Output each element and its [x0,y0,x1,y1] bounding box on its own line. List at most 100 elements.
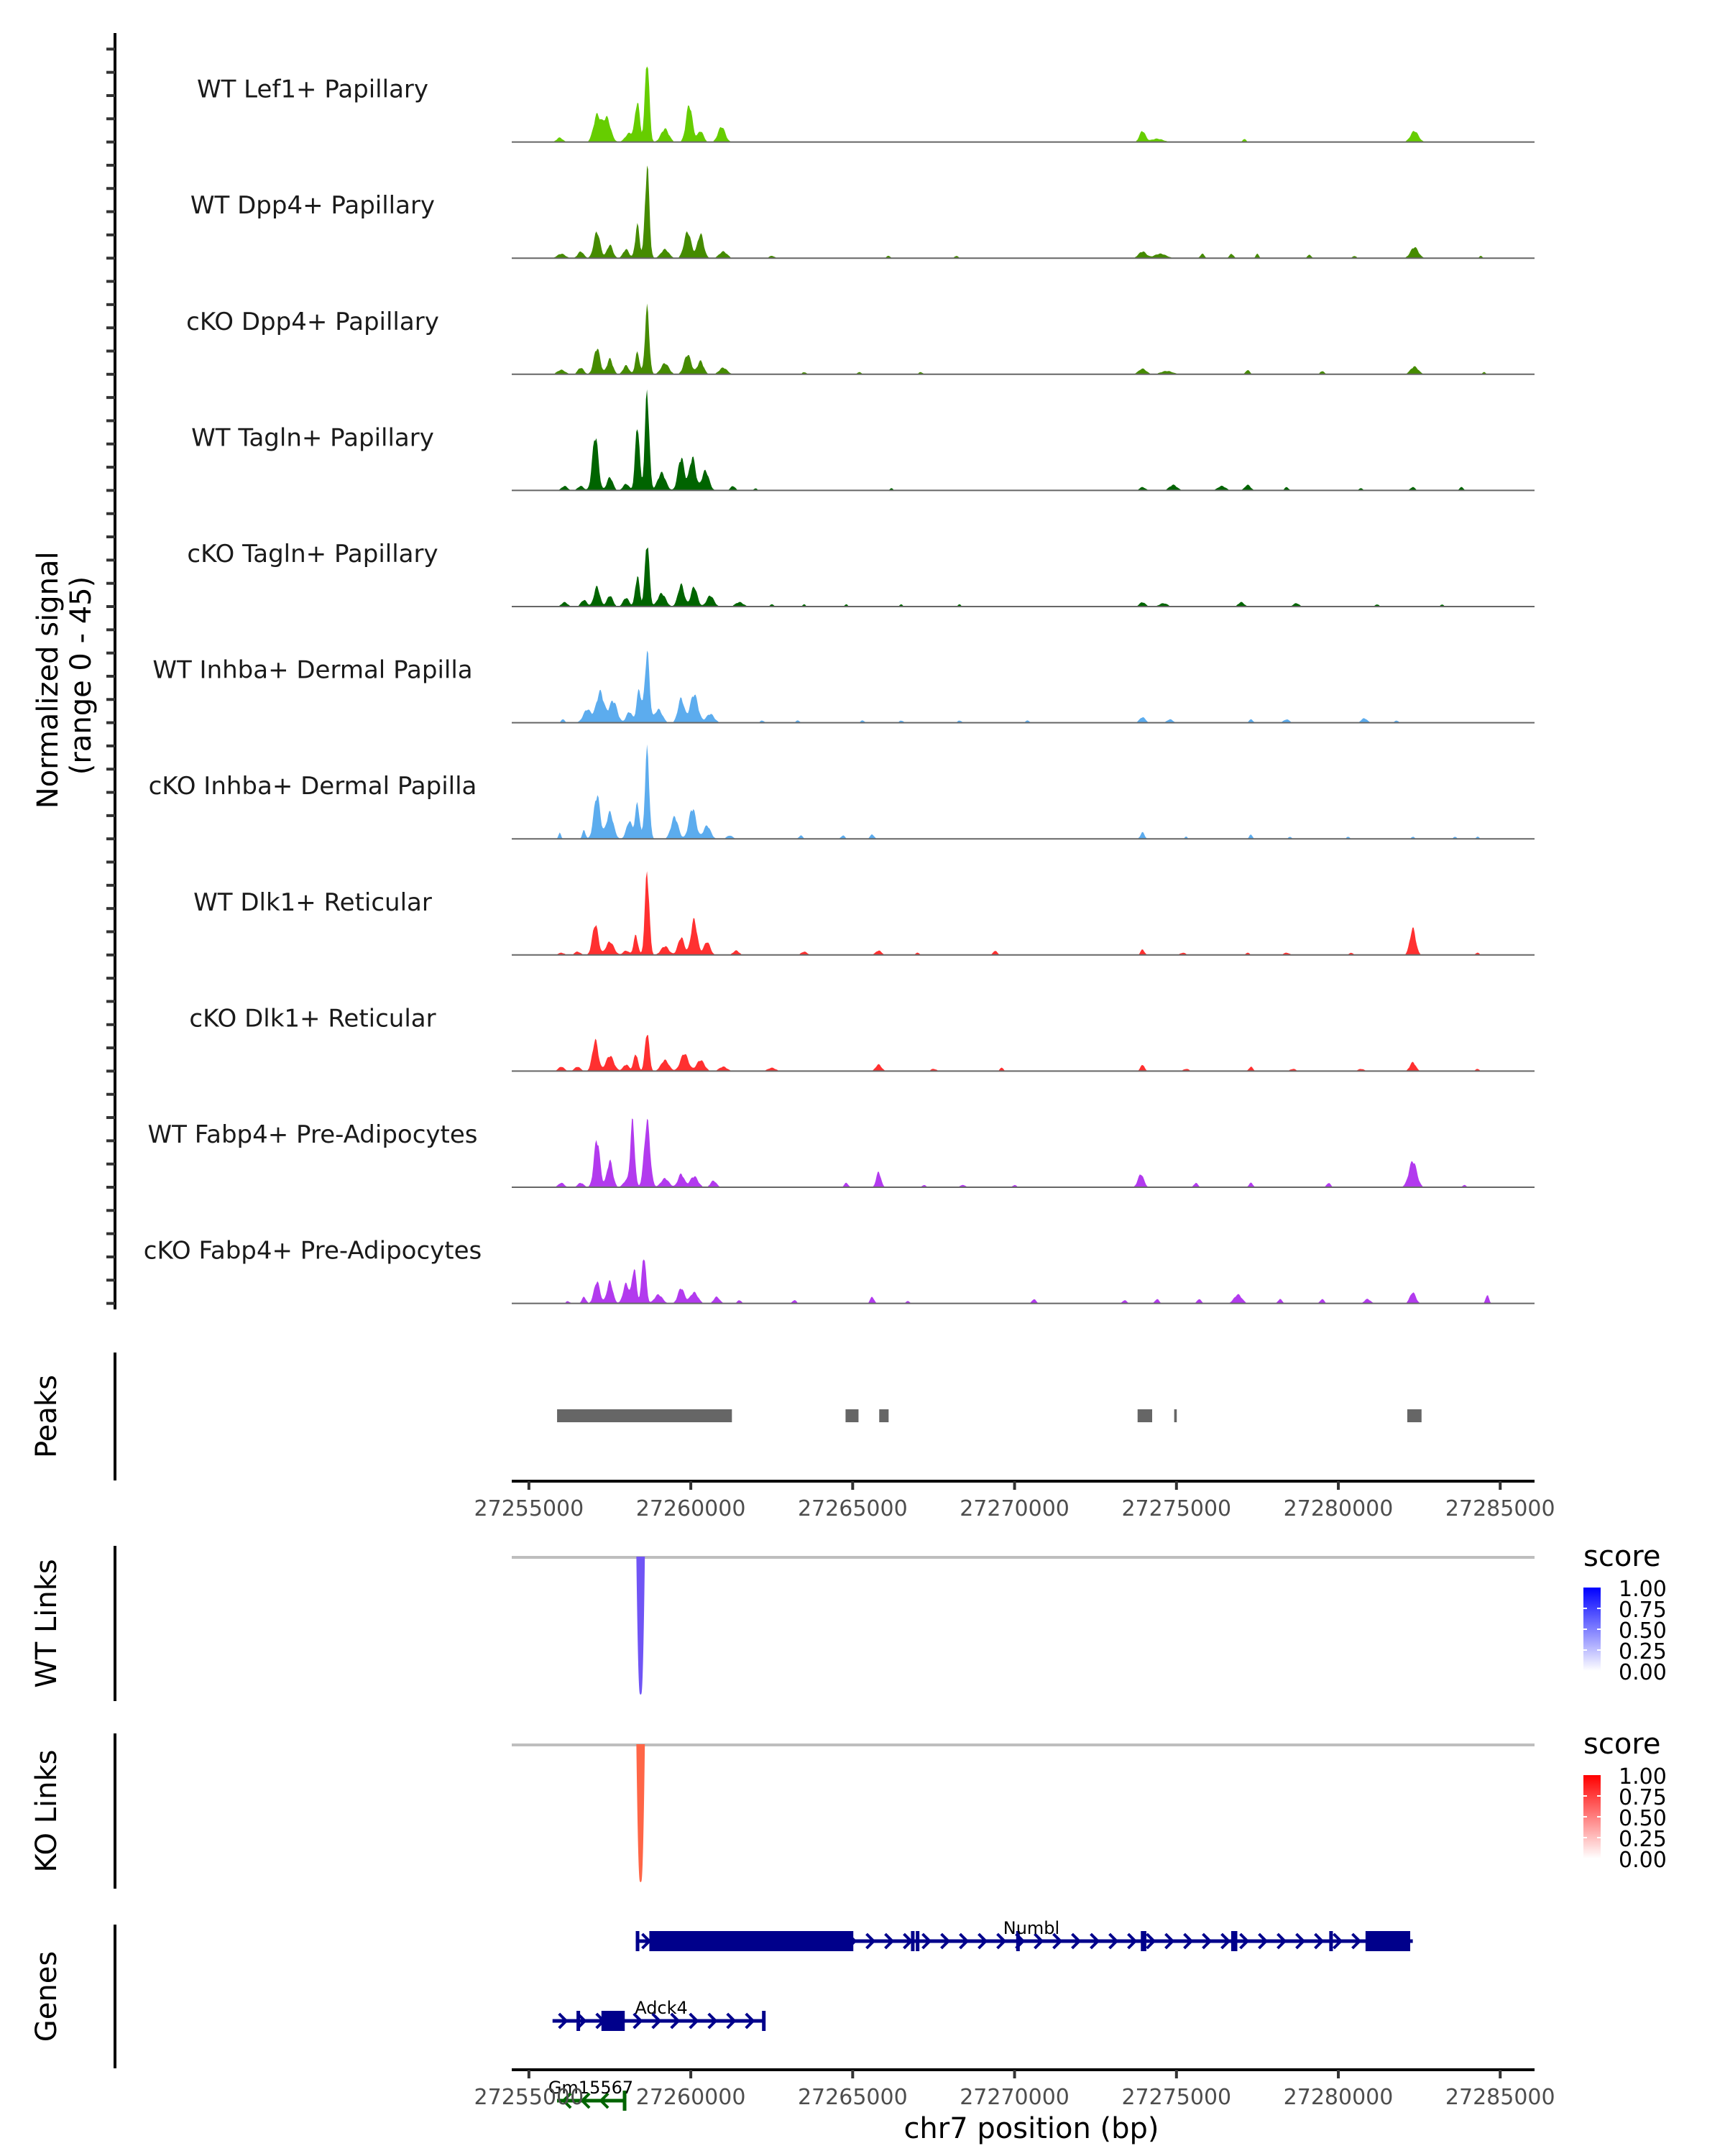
coverage-area [512,389,1535,491]
strand-arrow [707,2012,718,2030]
track-label: WT Lef1+ Papillary [197,75,428,104]
score-legend: score 1.000.750.500.250.00 [1583,1728,1667,1873]
x-tick-label: 27260000 [636,2085,746,2110]
strand-arrow [884,1932,895,1950]
gene-exon [1016,1931,1020,1951]
coverage-track: cKO Tagln+ Papillary [187,540,1535,607]
strand-arrow [1370,1932,1381,1950]
y-label-line-1: Normalized signal [32,551,65,808]
strand-arrow [595,2012,606,2030]
coverage-area [512,1035,1535,1072]
strand-arrow [660,1932,671,1950]
gene-model: Gm15567 [548,2078,633,2111]
x-tick-label: 27255000 [474,2085,584,2110]
gene-model: Adck4 [552,1998,766,2031]
coverage-area [512,871,1535,955]
peak-region [1407,1409,1422,1422]
gene-name-label: Adck4 [635,1998,688,2018]
track-label: WT Fabp4+ Pre-Adipocytes [148,1120,478,1149]
strand-arrow [1090,1932,1100,1950]
x-tick-label: 27270000 [960,1496,1070,1521]
strand-arrow [614,2012,625,2030]
coverage-area [512,744,1535,839]
strand-arrow [1333,1932,1343,1950]
gene-model: Numbl [635,1918,1413,1951]
strand-arrow [1127,1932,1138,1950]
coverage-track: WT Dpp4+ Papillary [190,165,1535,259]
strand-arrow [1351,1932,1362,1950]
strand-arrow [791,1932,801,1950]
strand-arrow [1220,1932,1231,1950]
x-tick-label: 27280000 [1284,1496,1394,1521]
coverage-track: WT Fabp4+ Pre-Adipocytes [148,1118,1535,1188]
gene-exon [762,2011,766,2031]
peak-region [557,1409,732,1422]
coverage-track: cKO Inhba+ Dermal Papilla [149,744,1535,840]
gene-exon [622,2091,627,2111]
peaks-track: Peaks 27255000 27260000 27265000 27270000 27… [30,1353,1555,1521]
strand-arrow [959,1932,970,1950]
x-tick-label: 27260000 [636,1496,746,1521]
strand-arrow [1052,1932,1063,1950]
strand-arrow [847,1932,857,1950]
coverage-axis-ticks [106,47,115,1305]
gene-exon [1141,1931,1146,1951]
coverage-area [512,1259,1535,1304]
coverage-area [512,1118,1535,1187]
coverage-track: cKO Dpp4+ Papillary [186,303,1535,375]
strand-arrow [828,1932,839,1950]
legend-break-label: 0.50 [1619,1806,1667,1831]
legend-break-label: 0.75 [1619,1785,1667,1810]
legend-break-label: 1.00 [1619,1577,1667,1602]
track-label: WT Dlk1+ Reticular [193,888,432,917]
coverage-track: WT Dlk1+ Reticular [193,871,1535,956]
strand-arrow [641,1932,652,1950]
track-label: WT Dpp4+ Papillary [190,191,435,220]
strand-arrow [576,2012,587,2030]
coverage-track: cKO Dlk1+ Reticular [189,1004,1535,1072]
coverage-area [512,303,1535,374]
y-label-line-2: (range 0 - 45) [65,576,98,775]
genes-label: Genes [30,1951,63,2042]
strand-arrow [1146,1932,1156,1950]
track-label: cKO Inhba+ Dermal Papilla [149,772,477,801]
link-track-label: WT Links [30,1559,63,1687]
strand-arrow [865,1932,876,1950]
x-tick-label: 27275000 [1121,1496,1231,1521]
legend-break-label: 0.00 [1619,1848,1667,1873]
coverage-area [512,650,1535,723]
gene-models: Numbl Adck4 Gm15567 [548,1918,1413,2111]
link-track-label: KO Links [30,1750,63,1873]
x-tick-label: 27280000 [1284,2085,1394,2110]
strand-arrow [689,2012,699,2030]
link-track: WT Links score 1.000.750.500.250.00 [30,1540,1667,1701]
strand-arrow [1108,1932,1119,1950]
strand-arrow [580,2092,591,2109]
legend-break-label: 0.25 [1619,1639,1667,1664]
peaks-label: Peaks [30,1375,63,1458]
peak-region [845,1409,859,1422]
legend-title: score [1583,1540,1660,1573]
link-track: KO Links score 1.000.750.500.250.00 [30,1728,1667,1889]
peak-region [1174,1409,1177,1422]
coverage-track: WT Inhba+ Dermal Papilla [152,650,1535,724]
legend-break-label: 0.25 [1619,1827,1667,1852]
strand-arrow [1202,1932,1213,1950]
coverage-area [512,547,1535,607]
gene-exon [1329,1931,1333,1951]
x-tick-label: 27265000 [798,2085,908,2110]
strand-arrow [903,1932,914,1950]
legend-break-label: 0.50 [1619,1618,1667,1644]
link-arc [636,1744,645,1882]
strand-arrow [809,1932,820,1950]
track-label: cKO Tagln+ Papillary [187,540,438,568]
coverage-tracks: WT Lef1+ Papillary WT Dpp4+ Papillary cKO … [144,66,1535,1304]
coverage-y-axis: Normalized signal (range 0 - 45) [32,33,116,1309]
x-axis-bottom: 27255000 27260000 27265000 27270000 27275000… [474,2070,1555,2110]
strand-arrow [1295,1932,1306,1950]
strand-arrow [1164,1932,1175,1950]
strand-arrow [1314,1932,1325,1950]
track-label: WT Tagln+ Papillary [191,423,434,452]
strand-arrow [940,1932,951,1950]
